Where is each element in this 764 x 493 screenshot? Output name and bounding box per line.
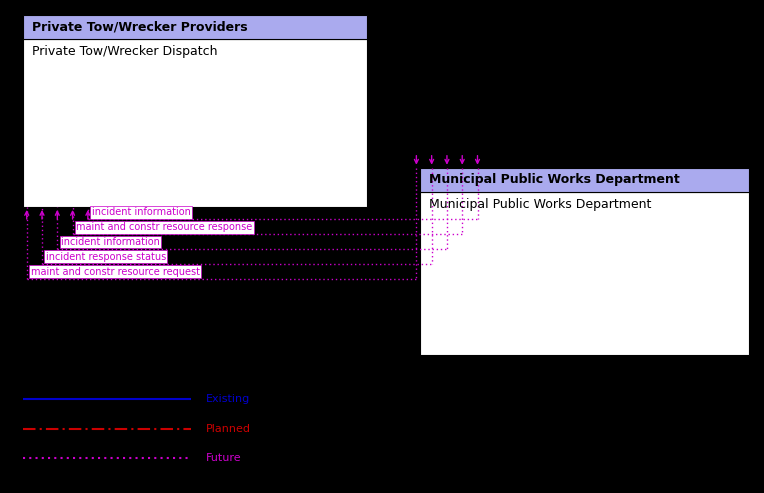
Text: maint and constr resource response: maint and constr resource response [76,222,253,232]
Text: Planned: Planned [206,424,251,434]
Bar [23,15,367,39]
Text: Private Tow/Wrecker Providers: Private Tow/Wrecker Providers [32,21,248,34]
Text: Existing: Existing [206,394,251,404]
Text: incident information: incident information [92,208,190,217]
Text: Municipal Public Works Department: Municipal Public Works Department [429,174,680,186]
Bar [420,192,749,355]
Text: Future: Future [206,454,242,463]
Text: maint and constr resource request: maint and constr resource request [31,267,199,277]
Text: Municipal Public Works Department: Municipal Public Works Department [429,198,652,211]
Bar [420,168,749,192]
Text: Private Tow/Wrecker Dispatch: Private Tow/Wrecker Dispatch [32,45,218,58]
Text: incident information: incident information [61,237,160,247]
Bar [23,39,367,207]
Text: incident response status: incident response status [46,252,166,262]
